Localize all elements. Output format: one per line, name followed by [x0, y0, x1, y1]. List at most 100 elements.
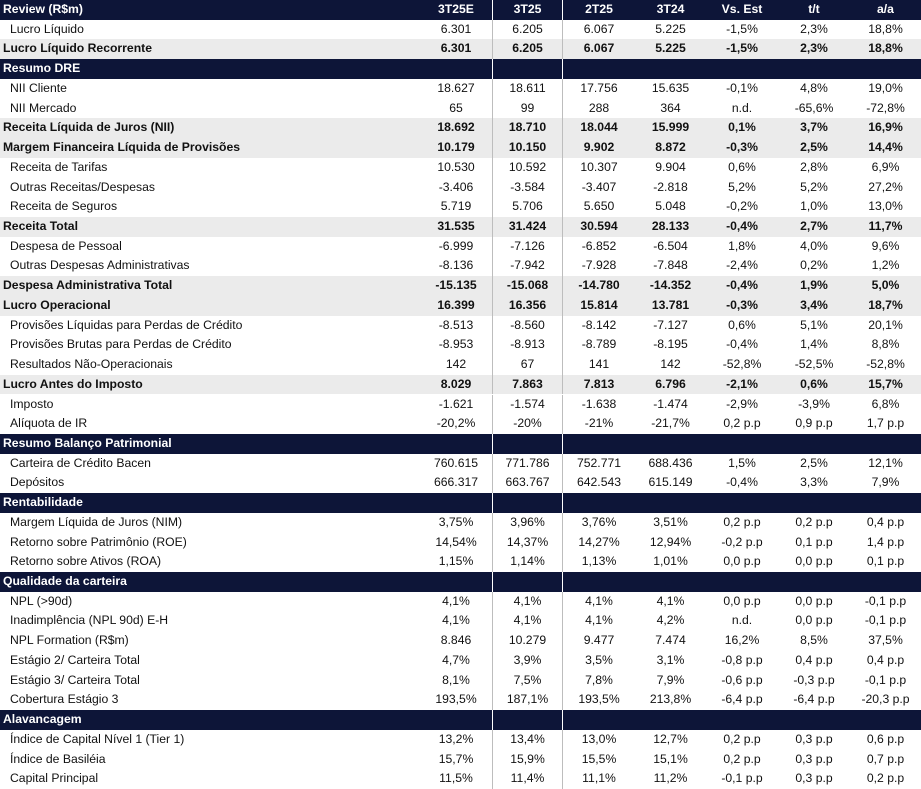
value-cell: 18,7% [868, 297, 903, 312]
value-cell: 0,0 p.p [795, 593, 833, 608]
section-cell [635, 572, 706, 592]
section-cell [778, 710, 850, 730]
value-cell: -0,3% [726, 140, 758, 155]
value-cell: 18,8% [868, 41, 903, 56]
value-cell: 8.872 [655, 140, 686, 155]
value-cell: -0,2 p.p [721, 534, 763, 549]
value-cell: 13,4% [492, 729, 563, 750]
table-row: Imposto -1.621 -1.574 -1.638 -1.474 -2,9% -3,9… [0, 394, 921, 415]
row-label: Outras Despesas Administrativas [10, 258, 190, 273]
table-row: Retorno sobre Patrimônio (ROE) 14,54% 14,3… [0, 532, 921, 553]
value-cell: 213,8% [649, 692, 692, 707]
section-cell [420, 710, 492, 730]
value-cell: -7.126 [492, 236, 563, 257]
value-cell: 1,15% [438, 554, 474, 569]
value-cell: 288 [588, 100, 610, 115]
value-cell: -21,7% [651, 416, 690, 431]
section-cell [420, 434, 492, 454]
value-cell: 7.813 [583, 376, 615, 391]
value-cell: -7.848 [653, 258, 688, 273]
value-cell: 8,1% [442, 672, 470, 687]
row-label: Despesa Administrativa Total [3, 278, 173, 293]
row-label: Capital Principal [10, 771, 99, 786]
value-cell: 16.356 [492, 295, 563, 316]
value-cell: 4,0% [800, 238, 828, 253]
value-cell: 18,8% [868, 21, 903, 36]
table-row: Provisões Brutas para Perdas de Crédito -… [0, 335, 921, 356]
value-cell: 30.594 [580, 218, 618, 233]
table-row: Margem Líquida de Juros (NIM) 3,75% 3,96% 3… [0, 512, 921, 533]
section-title: Resumo Balanço Patrimonial [3, 435, 172, 450]
value-cell: -1.574 [492, 394, 563, 415]
value-cell: 14,4% [868, 140, 903, 155]
value-cell: -1.621 [438, 396, 474, 411]
table-row: Receita Total 31.535 31.424 30.594 28.133 -0,… [0, 216, 921, 237]
section-cell [706, 59, 778, 79]
value-cell: 0,2 p.p [723, 514, 761, 529]
value-cell: 6.067 [583, 21, 615, 36]
value-cell: 6.205 [492, 19, 563, 40]
value-cell: -20,3 p.p [861, 692, 910, 707]
value-cell: 6.301 [440, 41, 472, 56]
value-cell: 12,94% [649, 534, 692, 549]
value-cell: 3,4% [800, 297, 828, 312]
table-row: Estágio 2/ Carteira Total 4,7% 3,9% 3,5% 3,1… [0, 650, 921, 671]
value-cell: 3,96% [492, 512, 563, 533]
value-cell: 0,0 p.p [723, 554, 761, 569]
value-cell: 18.710 [492, 118, 563, 139]
column-header: 2T25 [585, 2, 613, 16]
section-cell [635, 493, 706, 513]
value-cell: -0,3% [726, 297, 758, 312]
value-cell: 14,27% [578, 534, 620, 549]
value-cell: 16,2% [724, 633, 760, 648]
column-header: 3T24 [656, 2, 685, 16]
table-row: Cobertura Estágio 3 193,5% 187,1% 193,5% 213… [0, 690, 921, 711]
value-cell: 7,9% [871, 475, 900, 490]
value-cell: 8.846 [440, 633, 472, 648]
table-row: Inadimplência (NPL 90d) E-H 4,1% 4,1% 4,1% 4… [0, 611, 921, 632]
value-cell: 2,5% [800, 455, 828, 470]
value-cell: 3,9% [492, 650, 563, 671]
value-cell: 1,14% [492, 552, 563, 573]
column-header: 3T25 [492, 0, 563, 20]
row-label: NPL Formation (R$m) [10, 633, 129, 648]
value-cell: -8.142 [581, 317, 617, 332]
table-row: Despesa de Pessoal -6.999 -7.126 -6.852 -6.5… [0, 236, 921, 257]
value-cell: 5.719 [440, 199, 472, 214]
section-cell [420, 493, 492, 513]
row-label: Lucro Líquido Recorrente [3, 41, 152, 56]
section-cell [563, 572, 635, 592]
value-cell: -7.942 [492, 256, 563, 277]
value-cell: 5,2% [800, 179, 828, 194]
column-header: t/t [808, 2, 820, 16]
row-label: Outras Receitas/Despesas [10, 179, 155, 194]
value-cell: -8.789 [581, 337, 617, 352]
section-cell [492, 572, 563, 592]
section-title: Qualidade da carteira [3, 574, 127, 589]
value-cell: 14,54% [435, 534, 477, 549]
table-row: Alíquota de IR -20,2% -20% -21% -21,7% 0,2 p.… [0, 414, 921, 434]
value-cell: 13,2% [438, 731, 474, 746]
section-cell [706, 572, 778, 592]
table-row: Outras Receitas/Despesas -3.406 -3.584 -3.4… [0, 177, 921, 198]
value-cell: 142 [660, 357, 681, 372]
table-row: Lucro Líquido Recorrente 6.301 6.205 6.067 5… [0, 39, 921, 60]
value-cell: -3.584 [492, 177, 563, 198]
value-cell: 0,6% [800, 376, 828, 391]
section-cell [420, 572, 492, 592]
row-label: Índice de Basiléia [10, 751, 106, 766]
value-cell: 9.477 [583, 633, 615, 648]
value-cell: 752.771 [576, 455, 622, 470]
table-row: Outras Despesas Administrativas -8.136 -7.… [0, 256, 921, 277]
row-label: Depósitos [10, 475, 65, 490]
row-label: Lucro Líquido [10, 21, 84, 36]
value-cell: -0,2% [726, 199, 758, 214]
value-cell: -2,1% [726, 376, 758, 391]
value-cell: -0,8 p.p [721, 652, 763, 667]
value-cell: 4,1% [492, 611, 563, 632]
value-cell: 8.029 [440, 376, 472, 391]
value-cell: 13,0% [581, 731, 617, 746]
value-cell: 16.399 [437, 297, 475, 312]
value-cell: -0,1 p.p [864, 672, 907, 687]
table-row: Receita Líquida de Juros (NII) 18.692 18.7… [0, 118, 921, 139]
